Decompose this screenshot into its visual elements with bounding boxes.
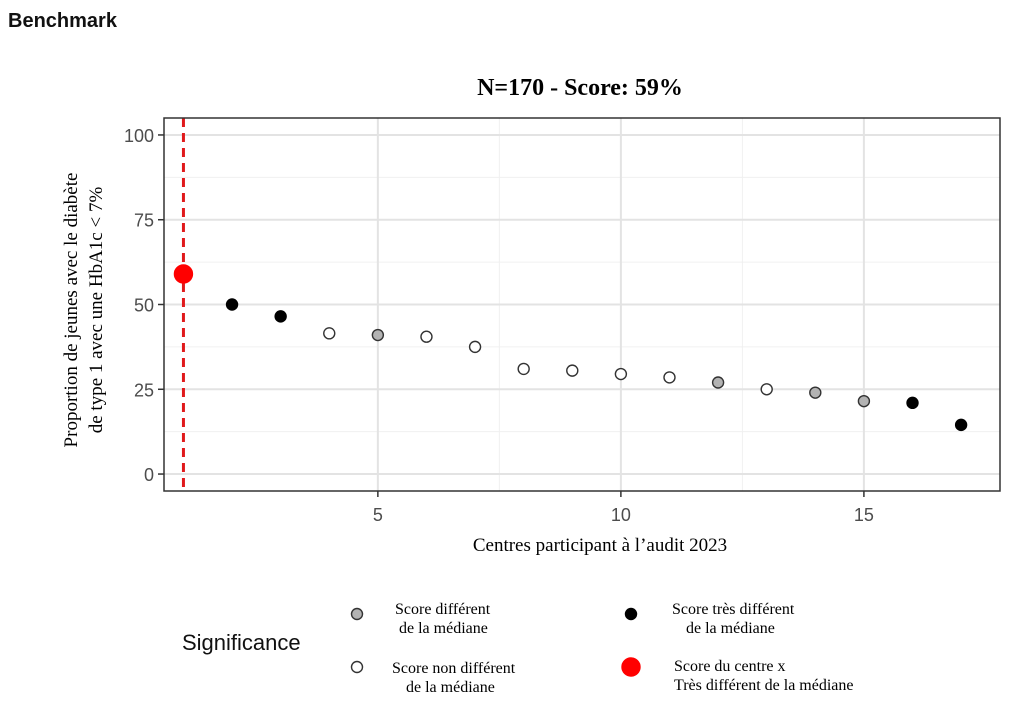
x-tick-label: 15 xyxy=(854,505,874,525)
legend-label: Score différent xyxy=(395,601,491,618)
y-axis: 0 25 50 75 100 xyxy=(124,126,164,485)
data-point-non-different xyxy=(760,383,773,396)
data-point-different xyxy=(711,376,725,389)
data-point-non-different xyxy=(517,362,530,376)
data-point-different xyxy=(371,328,385,342)
x-tick-label: 10 xyxy=(611,505,631,525)
legend: Significance Score différent de la médian… xyxy=(182,601,854,696)
data-point-non-different xyxy=(420,330,433,343)
data-point-tres-different xyxy=(954,418,968,432)
chart-title: N=170 - Score: 59% xyxy=(477,75,683,101)
y-tick-label: 50 xyxy=(134,296,154,316)
legend-title: Significance xyxy=(182,630,301,655)
legend-key-non-different xyxy=(350,660,364,674)
legend-label: Score non différent xyxy=(392,660,516,677)
data-point-tres-different xyxy=(906,396,919,410)
legend-key-different xyxy=(350,607,364,621)
legend-key-centre xyxy=(621,657,641,677)
data-point-different xyxy=(809,386,822,399)
legend-label: Très différent de la médiane xyxy=(674,677,854,694)
data-point-non-different xyxy=(468,340,482,354)
y-tick-label: 100 xyxy=(124,126,154,146)
y-tick-label: 0 xyxy=(144,465,154,485)
x-tick-label: 5 xyxy=(373,505,383,525)
data-point-different xyxy=(857,394,871,408)
y-axis-label-line-1: Proportion de jeunes avec le diabète xyxy=(61,173,82,448)
legend-label: de la médiane xyxy=(686,620,775,637)
data-point-non-different xyxy=(566,364,579,377)
data-points xyxy=(173,264,968,432)
y-tick-label: 75 xyxy=(134,211,154,231)
grid-lines xyxy=(164,118,1000,491)
data-point-non-different xyxy=(323,327,336,340)
data-point-centre xyxy=(173,264,194,284)
x-axis: 5 10 15 xyxy=(373,491,874,525)
legend-label: de la médiane xyxy=(406,679,495,696)
data-point-tres-different xyxy=(225,298,239,311)
y-axis-label-line-2: de type 1 avec une HbA1c < 7% xyxy=(86,187,107,434)
data-point-non-different xyxy=(663,371,676,384)
y-axis-label: Proportion de jeunes avec le diabète de … xyxy=(61,173,107,448)
page-heading: Benchmark xyxy=(8,10,117,32)
legend-key-tres-different xyxy=(624,607,638,621)
x-axis-label: Centres participant à l’audit 2023 xyxy=(473,535,727,556)
legend-label: de la médiane xyxy=(399,620,488,637)
data-point-non-different xyxy=(614,367,628,381)
legend-label: Score très différent xyxy=(672,601,795,618)
legend-label: Score du centre x xyxy=(674,658,786,675)
y-tick-label: 25 xyxy=(134,380,154,400)
data-point-tres-different xyxy=(274,310,287,323)
